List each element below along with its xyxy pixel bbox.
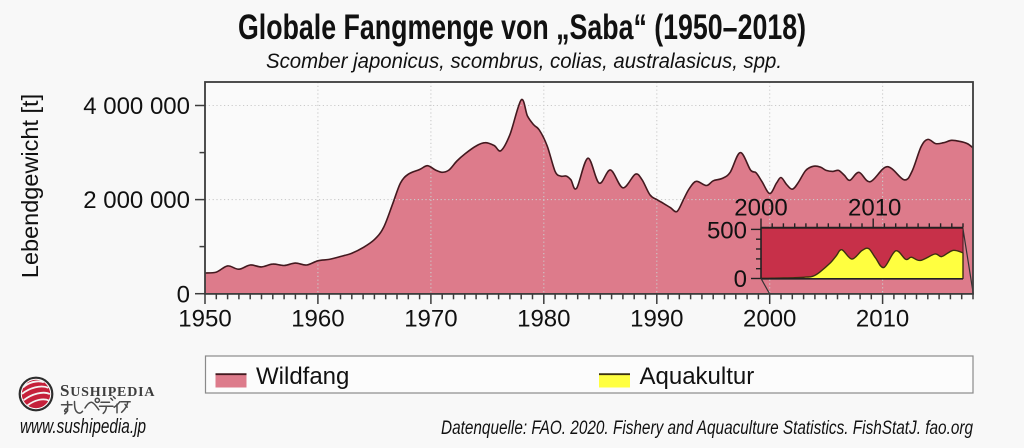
svg-text:4 000 000: 4 000 000 [83, 93, 190, 120]
svg-text:www.sushipedia.jp: www.sushipedia.jp [20, 416, 146, 438]
svg-text:Lebendgewicht [t]: Lebendgewicht [t] [17, 94, 43, 278]
svg-text:1960: 1960 [291, 306, 344, 333]
svg-text:2 000 000: 2 000 000 [83, 187, 190, 214]
svg-text:2010: 2010 [848, 195, 901, 222]
svg-text:2000: 2000 [743, 306, 796, 333]
svg-text:500: 500 [707, 218, 747, 245]
svg-text:0: 0 [734, 266, 747, 293]
svg-text:1950: 1950 [178, 306, 231, 333]
svg-text:Scomber japonicus, scombrus, c: Scomber japonicus, scombrus, colias, aus… [266, 50, 782, 73]
svg-text:1990: 1990 [630, 306, 683, 333]
svg-text:1970: 1970 [404, 306, 457, 333]
svg-text:0: 0 [177, 281, 190, 308]
svg-text:SUSHIPEDIA: SUSHIPEDIA [60, 381, 155, 400]
svg-text:Datenquelle: FAO. 2020. Fisher: Datenquelle: FAO. 2020. Fishery and Aqua… [441, 417, 973, 439]
svg-text:2010: 2010 [856, 306, 909, 333]
svg-text:Wildfang: Wildfang [256, 363, 349, 390]
svg-text:2000: 2000 [734, 195, 787, 222]
svg-text:Aquakultur: Aquakultur [640, 363, 755, 390]
svg-text:Globale Fangmenge von „Saba“ (: Globale Fangmenge von „Saba“ (1950–2018) [238, 8, 806, 47]
svg-text:1980: 1980 [517, 306, 570, 333]
